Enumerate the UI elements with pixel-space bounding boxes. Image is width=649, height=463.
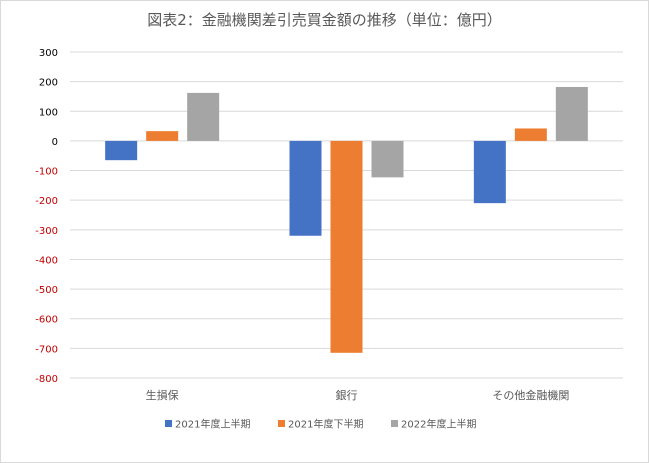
chart-title: 図表2：金融機関差引売買金額の推移（単位：億円） xyxy=(147,11,502,29)
y-tick-label: -500 xyxy=(35,285,58,296)
bar xyxy=(555,86,588,141)
bar xyxy=(371,140,404,178)
y-tick-label: -700 xyxy=(35,344,58,355)
legend-label: 2022年度上半期 xyxy=(401,418,476,431)
y-tick-label: 0 xyxy=(52,137,58,148)
y-tick-label: -600 xyxy=(35,315,58,326)
legend: 2021年度上半期 2021年度下半期 2022年度上半期 xyxy=(165,418,476,431)
category-label: 生損保 xyxy=(146,388,179,402)
legend-swatch xyxy=(391,420,398,427)
bars xyxy=(105,86,588,353)
y-tick-label: -200 xyxy=(35,196,58,207)
bar xyxy=(187,92,220,141)
bar xyxy=(473,140,506,204)
bar xyxy=(289,140,322,236)
y-tick-label: 200 xyxy=(39,78,58,89)
legend-swatch xyxy=(165,420,172,427)
bar xyxy=(330,140,363,353)
legend-label: 2021年度上半期 xyxy=(175,418,250,431)
y-axis-ticks: 300 200 100 0 -100 -200 -300 -400 -500 -600 -700 -8… xyxy=(35,48,58,385)
y-tick-label: 300 xyxy=(39,48,58,59)
legend-label: 2021年度下半期 xyxy=(288,418,363,431)
legend-swatch xyxy=(278,420,285,427)
category-label: 銀行 xyxy=(336,388,358,402)
y-tick-label: -100 xyxy=(35,167,58,178)
bar xyxy=(105,140,138,161)
y-tick-label: 100 xyxy=(39,107,58,118)
bar xyxy=(514,128,547,141)
x-axis-categories: 生損保 銀行 その他金融機関 xyxy=(146,388,570,402)
y-tick-label: -800 xyxy=(35,374,58,385)
category-label: その他金融機関 xyxy=(492,388,569,402)
bar xyxy=(146,131,179,141)
y-tick-label: -300 xyxy=(35,226,58,237)
y-tick-label: -400 xyxy=(35,255,58,266)
